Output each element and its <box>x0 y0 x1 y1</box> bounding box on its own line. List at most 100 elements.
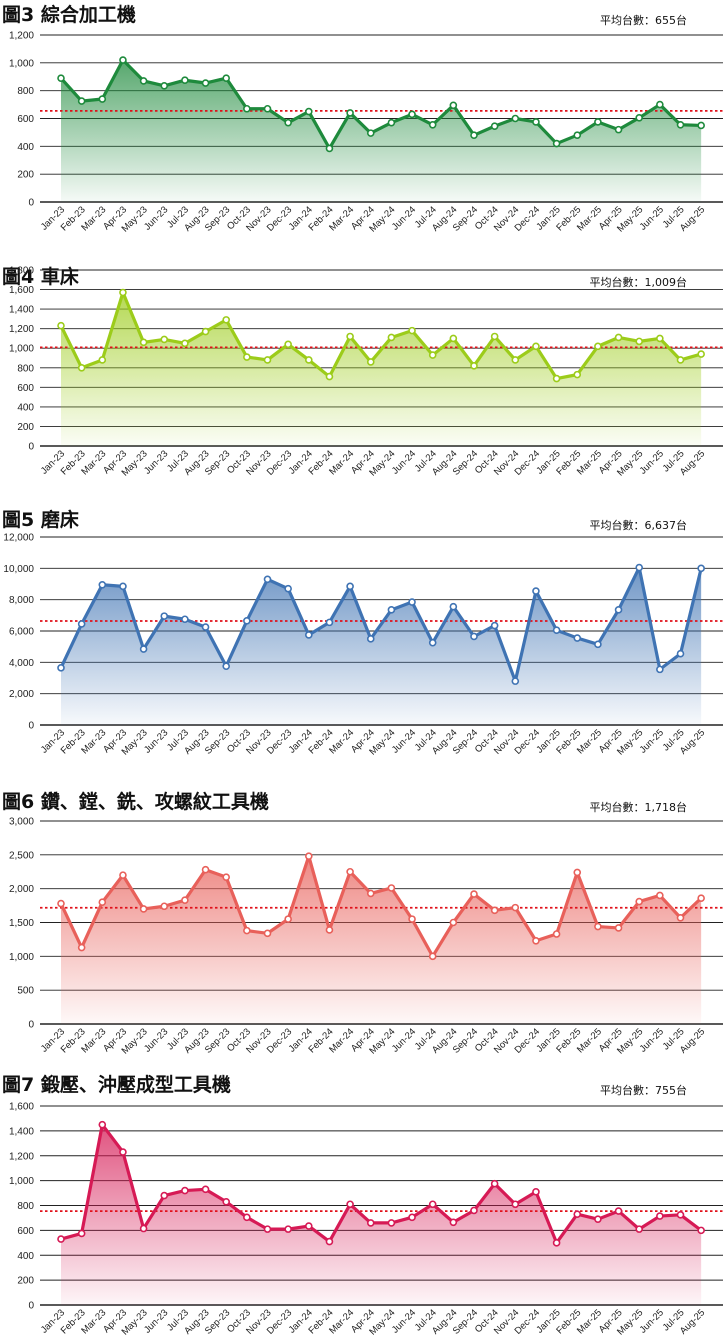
data-point <box>594 1215 602 1223</box>
data-point <box>614 606 623 614</box>
data-point <box>635 337 644 346</box>
data-point <box>449 918 458 927</box>
y-tick-label: 800 <box>17 1201 34 1212</box>
data-point <box>263 575 272 584</box>
data-point <box>57 1235 65 1243</box>
y-tick-label: 600 <box>17 383 34 394</box>
chart-panel: 圖5 磨床 平均台數：6,637台 0 2,000 4,000 6,000 8,000 10,… <box>0 505 725 783</box>
data-point <box>594 342 602 351</box>
data-point <box>594 922 602 931</box>
data-point <box>346 867 354 876</box>
y-tick-label: 2,500 <box>9 850 34 861</box>
data-point <box>77 943 86 952</box>
x-tick-label: Jun-25 <box>638 448 666 476</box>
chart-panel: 圖6 鑽、鏜、銑、攻螺紋工具機 平均台數：1,718台 0 500 1,000 1,500… <box>0 787 725 1067</box>
data-point <box>346 1200 354 1209</box>
data-point <box>346 109 354 117</box>
data-point <box>676 913 685 922</box>
data-point <box>119 288 127 297</box>
y-tick-label: 12,000 <box>3 533 34 544</box>
y-tick-label: 200 <box>17 170 34 181</box>
y-tick-label: 1,800 <box>9 266 34 277</box>
y-tick-label: 200 <box>17 422 34 433</box>
x-tick-label: Jun-23 <box>142 727 170 755</box>
data-point <box>552 930 561 938</box>
data-point <box>284 118 292 127</box>
data-point <box>366 358 375 366</box>
x-tick-label: Jun-24 <box>390 204 418 232</box>
chart-title: 圖5 磨床 <box>2 509 79 531</box>
data-point <box>387 884 396 892</box>
data-point <box>511 677 520 685</box>
chart-panel: 圖4 車床 平均台數：1,009台 0 200 400 600 800 1,000 1,200 1… <box>0 262 725 500</box>
average-label: 平均台數：755台 <box>600 1084 687 1097</box>
data-point <box>181 615 189 624</box>
data-point <box>656 891 664 900</box>
data-point <box>614 125 623 134</box>
data-point <box>428 952 437 961</box>
data-point <box>449 1218 458 1227</box>
data-point <box>656 665 664 674</box>
data-point <box>325 618 334 627</box>
data-point <box>139 645 148 653</box>
data-point <box>366 129 375 137</box>
y-tick-label: 1,600 <box>9 285 34 296</box>
x-tick-label: Jun-23 <box>142 1026 170 1054</box>
data-point <box>573 634 582 642</box>
data-point <box>366 1219 375 1227</box>
data-point <box>222 873 230 881</box>
data-point <box>222 316 230 324</box>
average-label: 平均台數：655台 <box>600 14 687 27</box>
x-tick-label: Jun-25 <box>638 727 666 755</box>
data-point <box>119 56 127 64</box>
data-point <box>387 118 396 127</box>
data-point <box>304 356 313 364</box>
data-point <box>408 110 416 119</box>
x-tick-label: Jun-24 <box>390 1307 418 1335</box>
y-tick-label: 1,000 <box>9 58 34 69</box>
y-tick-label: 400 <box>17 142 34 153</box>
y-tick-label: 1,200 <box>9 324 34 335</box>
data-point <box>532 936 540 945</box>
data-point <box>511 114 520 123</box>
y-tick-label: 2,000 <box>9 689 34 700</box>
data-point <box>656 334 664 343</box>
data-point <box>263 1225 272 1233</box>
data-point <box>532 118 540 126</box>
y-tick-label: 400 <box>17 1251 34 1262</box>
data-point <box>284 584 292 593</box>
data-point <box>449 101 458 110</box>
data-point <box>532 342 540 351</box>
data-point <box>98 580 107 589</box>
data-point <box>77 620 86 628</box>
data-point <box>594 118 602 126</box>
y-tick-label: 1,600 <box>9 1102 34 1113</box>
data-point <box>635 563 644 572</box>
data-point <box>635 897 644 906</box>
data-point <box>119 1148 127 1156</box>
data-point <box>160 335 169 344</box>
data-point <box>490 906 499 915</box>
chart-title: 圖3 綜合加工機 <box>2 4 136 26</box>
data-point <box>552 139 561 148</box>
data-point <box>304 1222 313 1230</box>
data-point <box>325 372 334 381</box>
data-point <box>119 871 127 879</box>
data-point <box>532 587 540 595</box>
data-point <box>470 1206 478 1215</box>
average-label: 平均台數：6,637台 <box>589 519 688 532</box>
average-label: 平均台數：1,009台 <box>589 276 688 289</box>
data-point <box>57 899 65 908</box>
data-point <box>594 640 602 649</box>
data-point <box>449 334 458 343</box>
x-tick-label: Jun-25 <box>638 204 666 232</box>
y-tick-label: 1,500 <box>9 918 34 929</box>
data-point <box>284 915 292 923</box>
data-point <box>325 144 334 153</box>
y-tick-label: 1,000 <box>9 1176 34 1187</box>
data-point <box>511 903 520 912</box>
data-point <box>697 894 705 902</box>
data-point <box>470 632 478 641</box>
data-point <box>511 356 520 364</box>
y-tick-label: 10,000 <box>3 564 34 575</box>
